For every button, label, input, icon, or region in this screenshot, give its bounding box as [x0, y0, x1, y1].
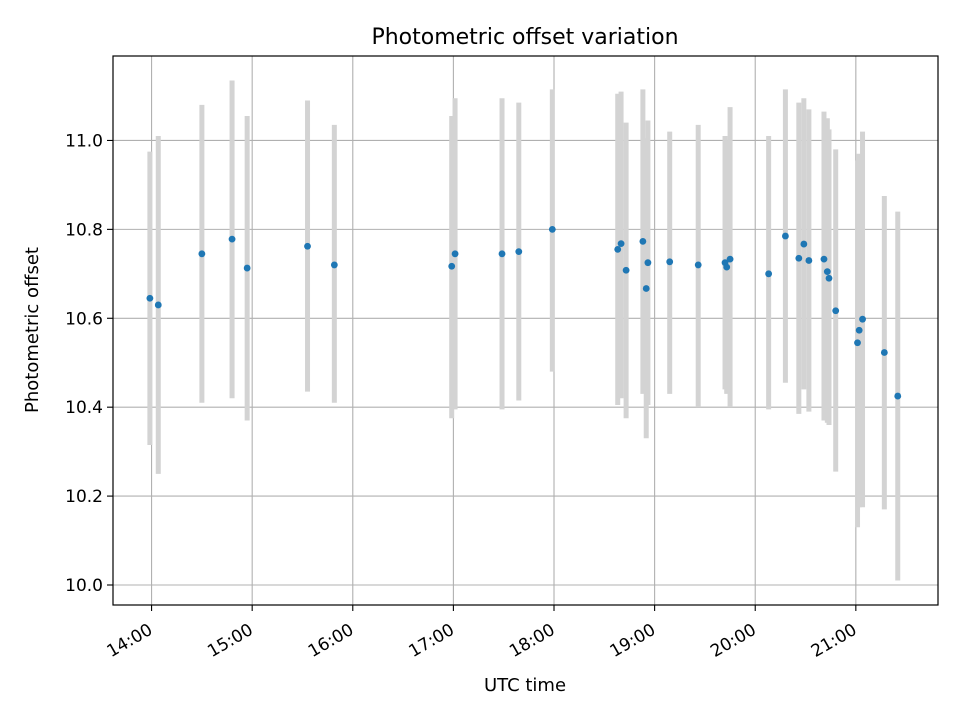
data-point: [515, 248, 523, 255]
data-point: [723, 263, 731, 271]
y-tick-label: 10.0: [65, 576, 103, 596]
data-point: [855, 326, 863, 334]
data-point: [451, 250, 459, 258]
data-points: [146, 225, 902, 400]
y-tick-label: 10.6: [65, 309, 103, 329]
y-tick-label: 11.0: [65, 131, 103, 151]
data-point: [548, 225, 556, 233]
data-point: [642, 285, 650, 292]
data-point: [694, 261, 702, 269]
y-tick-label: 10.4: [65, 398, 103, 418]
data-point: [243, 264, 251, 272]
data-point: [198, 250, 206, 258]
x-axis-label: UTC time: [484, 675, 566, 696]
data-point: [859, 315, 866, 323]
data-point: [146, 294, 154, 302]
data-point: [832, 307, 840, 315]
data-point: [795, 254, 803, 262]
data-point: [800, 240, 808, 248]
data-point: [825, 274, 833, 282]
data-point: [726, 255, 734, 263]
data-point: [154, 301, 162, 309]
data-point: [622, 266, 630, 274]
y-axis-ticks: 10.0 10.2 10.4 10.6 10.8 11.0: [65, 131, 113, 596]
data-point: [614, 245, 622, 253]
data-point: [823, 268, 831, 275]
data-point: [666, 258, 674, 266]
y-tick-label: 10.2: [65, 487, 103, 507]
data-point: [854, 339, 861, 347]
data-point: [820, 255, 828, 263]
data-point: [448, 262, 456, 270]
data-point: [765, 270, 773, 278]
data-point: [639, 237, 647, 245]
data-point: [617, 240, 625, 247]
plot-frame: [112, 55, 939, 606]
data-point: [880, 349, 888, 356]
data-point: [644, 259, 652, 267]
data-point: [304, 242, 311, 250]
chart-title: Photometric offset variation: [371, 25, 678, 50]
y-tick-label: 10.8: [65, 220, 103, 240]
data-point: [228, 235, 236, 243]
data-point: [894, 392, 902, 400]
data-point: [498, 250, 506, 258]
y-axis-label: Photometric offset: [22, 247, 43, 413]
data-point: [782, 232, 789, 240]
data-point: [805, 257, 813, 264]
data-point: [330, 261, 338, 269]
